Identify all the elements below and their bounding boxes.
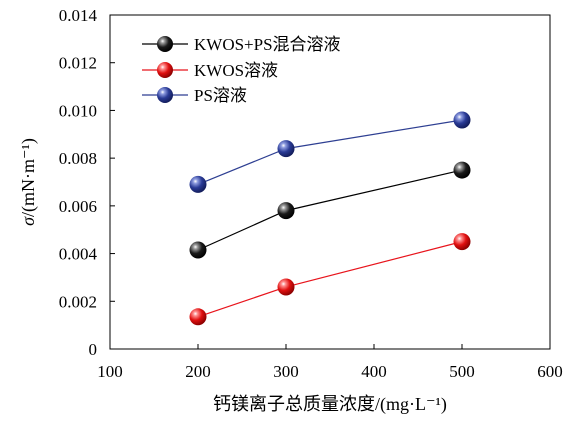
x-axis-title: 钙镁离子总质量浓度/(mg·L⁻¹) — [213, 394, 447, 415]
data-point — [189, 308, 207, 326]
legend-entry: PS溶液 — [142, 86, 247, 105]
y-tick-label: 0.008 — [59, 149, 97, 168]
x-tick-label: 400 — [361, 362, 387, 381]
data-point — [453, 161, 471, 179]
legend-marker-black — [157, 36, 173, 52]
x-tick-label: 200 — [185, 362, 211, 381]
y-axis-title: σ/(mN·m⁻¹) — [18, 138, 39, 226]
legend-label: PS溶液 — [194, 86, 247, 105]
y-tick-label: 0.014 — [59, 6, 98, 25]
legend: KWOS+PS混合溶液 KWOS溶液 PS溶液 — [142, 35, 341, 105]
y-tick-label: 0.004 — [59, 245, 98, 264]
y-tick-label: 0.006 — [59, 197, 97, 216]
legend-label: KWOS+PS混合溶液 — [194, 35, 341, 54]
data-point — [277, 278, 295, 296]
series-line — [197, 119, 463, 185]
series-line — [197, 169, 463, 251]
y-tick-label: 0 — [89, 340, 98, 359]
data-point — [189, 175, 207, 193]
y-tick-label: 0.012 — [59, 54, 97, 73]
x-tick-label: 300 — [273, 362, 299, 381]
plot-frame — [109, 14, 551, 350]
y-axis-unit: /(mN·m⁻¹) — [18, 138, 39, 217]
legend-label: KWOS溶液 — [194, 61, 278, 80]
legend-entry: KWOS+PS混合溶液 — [142, 35, 341, 54]
y-tick-label: 0.002 — [59, 292, 97, 311]
data-point — [453, 111, 471, 129]
y-axis-symbol: σ — [18, 216, 38, 226]
data-series — [189, 111, 471, 326]
x-tick-label: 500 — [449, 362, 475, 381]
y-tick-label: 0.010 — [59, 101, 97, 120]
series-line — [197, 241, 463, 318]
data-point — [453, 233, 471, 251]
data-point — [277, 202, 295, 220]
data-point — [277, 140, 295, 158]
legend-entry: KWOS溶液 — [142, 61, 278, 80]
legend-marker-blue — [157, 87, 173, 103]
data-point — [189, 241, 207, 259]
x-tick-label: 100 — [97, 362, 123, 381]
x-tick-label: 600 — [537, 362, 563, 381]
legend-marker-red — [157, 62, 173, 78]
axis-ticks: 100 200 300 400 500 600 0 0.002 0.004 0.006 0.008 0… — [59, 6, 563, 381]
